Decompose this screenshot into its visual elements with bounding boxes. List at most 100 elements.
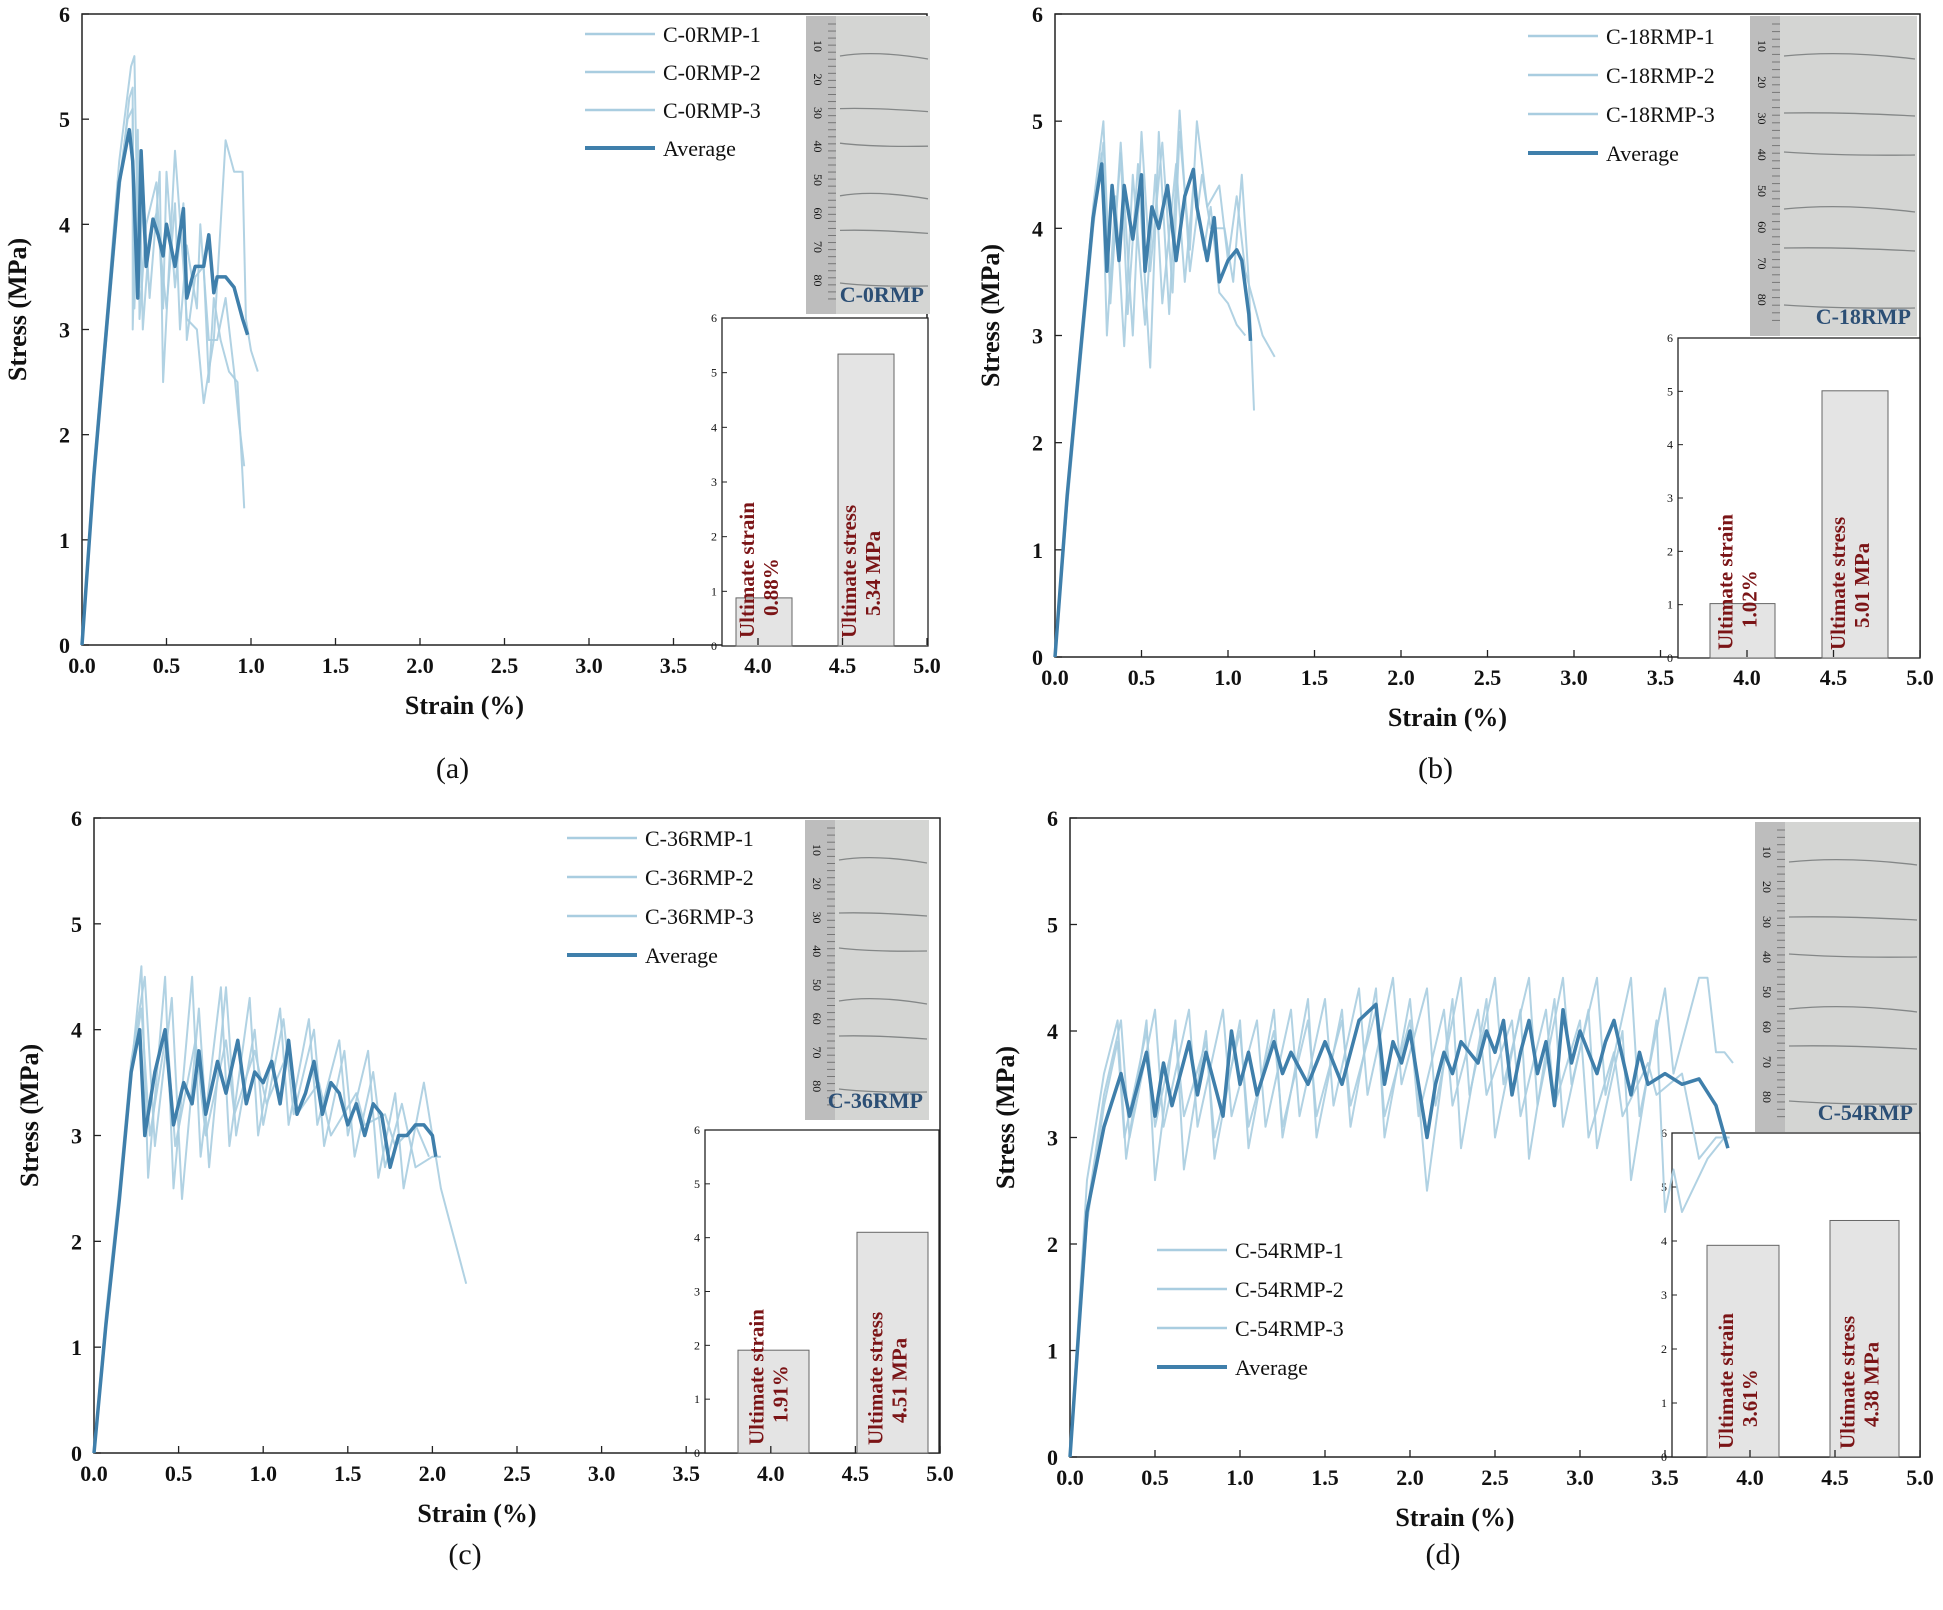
specimen-curve-C-36RMP-2 — [93, 975, 441, 1454]
legend-entry: C-36RMP-3 — [645, 904, 754, 929]
inset-tick-label: 0 — [1667, 651, 1673, 665]
x-tick-label: 4.0 — [744, 653, 772, 678]
specimen-curve-C-54RMP-2 — [1069, 987, 1726, 1458]
x-tick-label: 3.0 — [1560, 665, 1588, 690]
inset-tick-label: 4 — [1661, 1234, 1667, 1248]
inset-bar — [837, 353, 895, 647]
y-tick-label: 5 — [1032, 109, 1043, 134]
inset-tick-label: 1 — [1667, 598, 1673, 612]
bar-label-value: 3.61% — [1738, 1369, 1762, 1427]
inset-bar-chart: 0 1 2 3 4 5 6 Ultimate strain 1.02% Ultimate stre… — [1667, 331, 1921, 665]
x-tick-label: 0.0 — [1056, 1465, 1084, 1490]
panel-caption: (b) — [1418, 752, 1453, 785]
inset-tick-label: 2 — [1661, 1342, 1667, 1356]
y-tick-label: 1 — [71, 1335, 82, 1360]
ruler-label: 70 — [1755, 258, 1769, 270]
ruler-label: 30 — [810, 912, 824, 924]
photo-crack — [839, 282, 929, 287]
x-tick-label: 3.0 — [575, 653, 603, 678]
y-axis-label: Stress (MPa) — [991, 1046, 1020, 1189]
x-axis-label: Strain (%) — [1395, 1503, 1514, 1532]
y-tick-label: 1 — [59, 528, 70, 553]
y-tick-label: 6 — [1032, 2, 1043, 27]
x-tick-label: 2.5 — [1481, 1465, 1509, 1490]
x-tick-label: 5.0 — [1906, 665, 1934, 690]
x-tick-label: 4.5 — [842, 1461, 870, 1486]
average-curve — [92, 1027, 438, 1454]
panel-caption: (d) — [1426, 1538, 1461, 1571]
x-tick-label: 2.5 — [1474, 665, 1502, 690]
inset-tick-label: 4 — [694, 1231, 700, 1245]
photo-crack — [839, 142, 929, 148]
x-tick-label: 1.5 — [322, 653, 350, 678]
panel-caption: (a) — [436, 752, 469, 785]
x-tick-label: 4.0 — [1736, 1465, 1764, 1490]
photo-crack — [839, 192, 929, 200]
average-curve — [80, 127, 250, 646]
x-tick-label: 0.0 — [80, 1461, 108, 1486]
y-tick-label: 4 — [1047, 1019, 1058, 1044]
photo-crack — [1783, 205, 1916, 213]
ruler-label: 30 — [1755, 113, 1769, 125]
legend-entry: C-54RMP-2 — [1235, 1277, 1344, 1302]
photo-crack — [838, 997, 928, 1005]
inset-tick-label: 6 — [1667, 331, 1673, 345]
x-tick-label: 1.0 — [249, 1461, 277, 1486]
ruler-label: 10 — [1760, 846, 1774, 858]
photo-label: C-54RMP — [1818, 1100, 1913, 1125]
y-tick-label: 0 — [71, 1441, 82, 1466]
y-tick-label: 3 — [1047, 1126, 1058, 1151]
legend-entry: Average — [645, 943, 718, 968]
ruler-label: 30 — [1760, 916, 1774, 928]
ruler-label: 40 — [810, 945, 824, 957]
y-tick-label: 3 — [1032, 324, 1043, 349]
y-tick-label: 2 — [1032, 431, 1043, 456]
x-tick-label: 5.0 — [926, 1461, 954, 1486]
ruler-label: 80 — [1760, 1091, 1774, 1103]
x-tick-label: 3.5 — [1647, 665, 1675, 690]
legend-entry: C-0RMP-2 — [663, 60, 761, 85]
photo-crack — [1783, 304, 1916, 309]
y-tick-label: 0 — [1047, 1445, 1058, 1470]
photo-crack — [839, 52, 929, 60]
legend-entry: C-18RMP-3 — [1606, 102, 1715, 127]
y-tick-label: 2 — [71, 1229, 82, 1254]
photo-crack — [1788, 1045, 1918, 1050]
x-axis-label: Strain (%) — [1388, 703, 1507, 732]
inset-bar — [735, 597, 793, 647]
ruler-label: 10 — [811, 40, 825, 52]
legend: C-0RMP-1 C-0RMP-2 C-0RMP-3 Average — [585, 22, 761, 161]
y-tick-label: 2 — [59, 423, 70, 448]
inset-tick-label: 5 — [1667, 384, 1673, 398]
x-tick-label: 5.0 — [1906, 1465, 1934, 1490]
ruler-label: 60 — [810, 1013, 824, 1025]
average-curve — [1068, 1002, 1730, 1458]
x-tick-label: 4.5 — [1821, 1465, 1849, 1490]
inset-tick-label: 3 — [711, 475, 717, 489]
inset-tick-label: 6 — [1661, 1126, 1667, 1140]
panel-caption: (c) — [448, 1538, 481, 1571]
x-tick-label: 3.0 — [1566, 1465, 1594, 1490]
ruler-label: 20 — [811, 74, 825, 86]
ruler-label: 80 — [1755, 294, 1769, 306]
photo-crack — [1788, 858, 1918, 866]
legend-entry: C-54RMP-3 — [1235, 1316, 1344, 1341]
ruler-label: 10 — [810, 844, 824, 856]
inset-bar — [1829, 1219, 1900, 1458]
photo-label: C-0RMP — [840, 282, 924, 307]
inset-tick-label: 6 — [694, 1123, 700, 1137]
x-tick-label: 3.0 — [588, 1461, 616, 1486]
y-tick-label: 5 — [1047, 913, 1058, 938]
photo-crack — [839, 107, 929, 113]
y-tick-label: 4 — [59, 212, 70, 237]
inset-bar — [856, 1231, 929, 1454]
ruler-label: 70 — [1760, 1056, 1774, 1068]
x-tick-label: 1.0 — [1214, 665, 1242, 690]
photo-crack — [1783, 247, 1916, 252]
photo-label: C-36RMP — [828, 1088, 923, 1113]
legend: C-36RMP-1 C-36RMP-2 C-36RMP-3 Average — [567, 826, 754, 968]
x-tick-label: 1.5 — [334, 1461, 362, 1486]
bar-label-value: 5.01 MPa — [1850, 542, 1874, 628]
y-tick-label: 1 — [1032, 538, 1043, 563]
